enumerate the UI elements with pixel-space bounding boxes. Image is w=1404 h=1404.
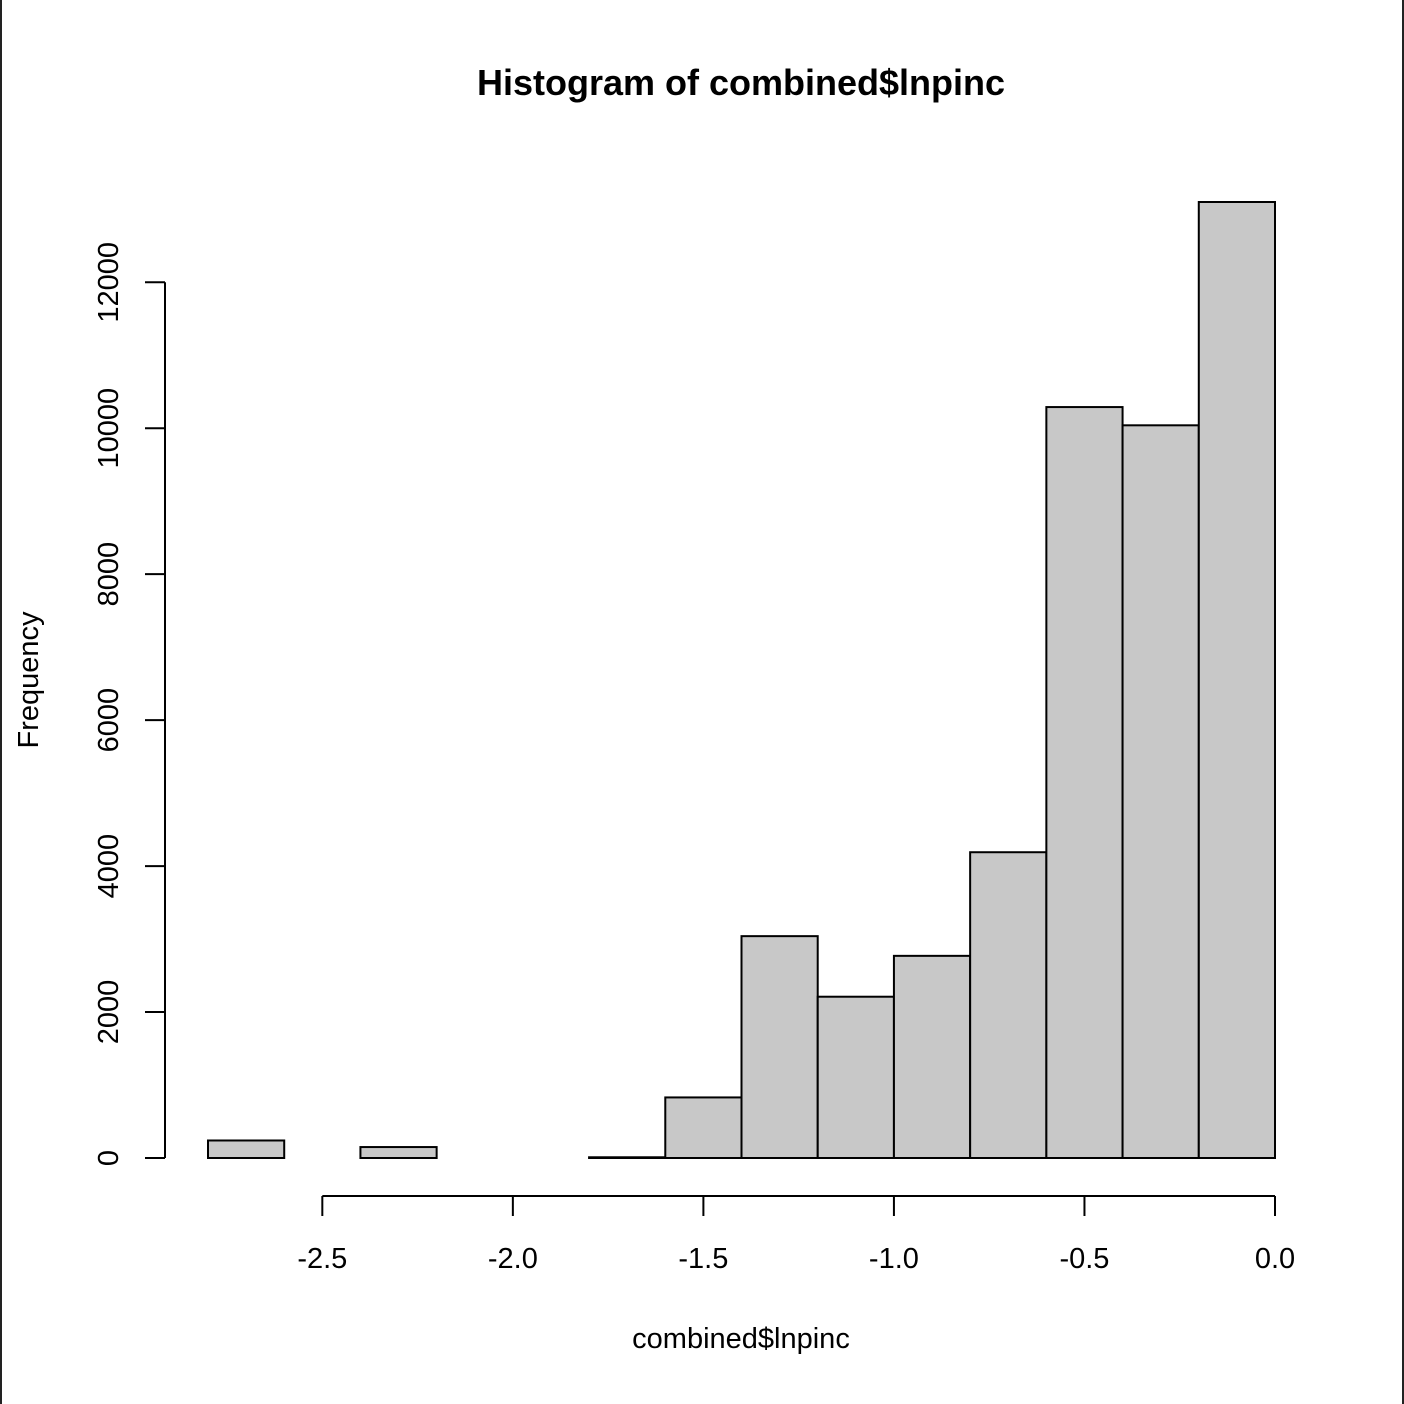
histogram-bar-0	[207, 1139, 286, 1159]
histogram-bar-12	[1121, 424, 1200, 1159]
histogram-bar-13	[1197, 201, 1277, 1159]
x-tick-label-3: -1.0	[869, 1243, 919, 1275]
y-tick-label-4: 8000	[93, 542, 125, 607]
x-tick-label-1: -2.0	[488, 1243, 538, 1275]
x-axis-label: combined$lnpinc	[632, 1323, 850, 1355]
histogram-bar-2	[359, 1146, 438, 1160]
histogram-bar-5	[588, 1156, 667, 1160]
x-tick-label-2: -1.5	[678, 1243, 728, 1275]
y-axis: 0 2000 4000 6000 8000 10000 12000	[93, 242, 166, 1166]
y-tick-label-3: 6000	[93, 688, 125, 753]
y-tick-label-6: 12000	[93, 242, 125, 323]
y-axis-label: Frequency	[13, 611, 45, 749]
histogram-bar-9	[892, 954, 972, 1160]
bars-group	[207, 201, 1277, 1160]
histogram-bar-7	[740, 935, 819, 1159]
chart-title: Histogram of combined$lnpinc	[477, 62, 1005, 103]
y-tick-label-1: 2000	[93, 980, 125, 1045]
y-tick-label-2: 4000	[93, 834, 125, 899]
x-tick-label-4: -0.5	[1059, 1243, 1109, 1275]
histogram-bar-11	[1045, 406, 1124, 1159]
histogram-bar-6	[664, 1096, 743, 1159]
y-tick-label-5: 10000	[93, 388, 125, 469]
x-axis: -2.5 -2.0 -1.5 -1.0 -0.5 0.0	[297, 1195, 1295, 1275]
y-tick-label-0: 0	[93, 1150, 125, 1166]
histogram-bar-10	[969, 851, 1048, 1159]
x-tick-label-5: 0.0	[1255, 1243, 1295, 1275]
histogram-bar-8	[816, 995, 895, 1159]
x-tick-label-0: -2.5	[297, 1243, 347, 1275]
